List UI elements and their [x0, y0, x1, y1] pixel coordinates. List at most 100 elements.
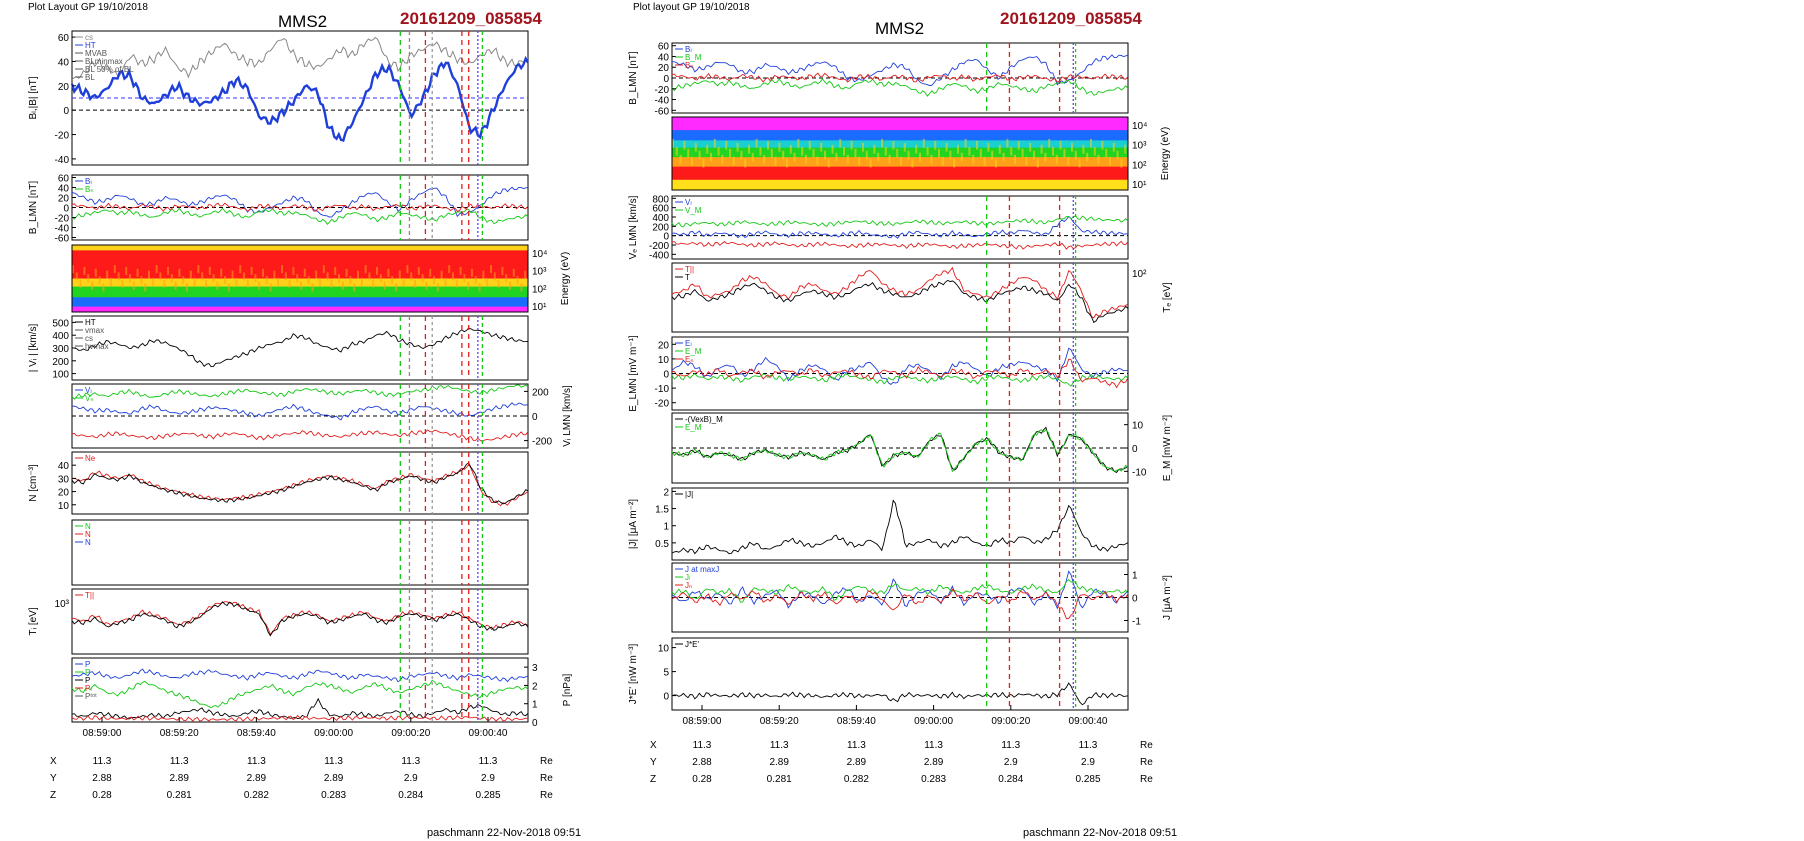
spectrogram-texture [360, 277, 363, 286]
spectrogram-texture [520, 283, 523, 292]
legend-label: Vₗ [85, 386, 92, 395]
legend-label: Vₗ [685, 198, 692, 207]
series-line-2 [71, 202, 529, 212]
spectrogram-texture [493, 272, 496, 281]
ytick-label: 200 [52, 357, 69, 368]
spectrogram-band [72, 306, 528, 313]
spectrogram-texture [1090, 138, 1092, 148]
ephemeris-value: 2.88 [692, 757, 712, 768]
spectrogram-texture [820, 142, 823, 152]
spectrogram-texture [273, 270, 276, 279]
spectrogram-texture [672, 138, 674, 148]
spectrogram-texture [995, 158, 997, 168]
spectrogram-texture [748, 144, 750, 154]
ytick-label: 0 [663, 370, 669, 381]
spectrogram-texture [300, 281, 302, 290]
spectrogram-texture [1120, 158, 1123, 168]
spectrogram-texture [281, 265, 283, 274]
spectrogram-texture [132, 281, 135, 290]
ytick-label: 20 [58, 82, 70, 93]
ephemeris-value: 0.284 [398, 790, 423, 801]
spectrogram-texture [1033, 150, 1035, 160]
ylabel: Energy (eV) [1160, 127, 1171, 180]
spectrogram-texture [463, 274, 466, 283]
spectrogram-texture [376, 266, 378, 275]
spectrogram-texture [801, 146, 804, 156]
ephemeris-value: 11.3 [401, 756, 420, 767]
spectrogram-texture [846, 154, 849, 164]
ytick-label: 800 [652, 194, 669, 205]
spectrogram-texture [1097, 154, 1100, 164]
ephemeris-value: 2.9 [1081, 757, 1095, 768]
spectrogram-texture [311, 283, 314, 292]
ytick-label: 30 [58, 474, 70, 485]
spectrogram-texture [509, 281, 511, 290]
ytick-label: -10 [655, 384, 670, 395]
spectrogram-texture [767, 140, 769, 150]
ytick-label: 0 [63, 106, 69, 117]
series-line-0 [71, 668, 529, 683]
ephemeris-row-label: Y [50, 773, 57, 784]
spectrogram-texture [197, 265, 200, 274]
spectrogram-texture [831, 144, 834, 154]
spectrogram-texture [694, 142, 697, 152]
spectrogram-texture [148, 270, 150, 279]
ephemeris-value: 2.89 [924, 757, 944, 768]
legend-label: vmax [85, 326, 104, 335]
spectrogram-texture [812, 148, 815, 158]
spectrogram-texture [497, 279, 500, 288]
spectrogram-texture [949, 150, 952, 160]
ytick-label: 400 [652, 213, 669, 224]
ephemeris-value: 2.89 [769, 757, 789, 768]
series-line-1 [671, 78, 1129, 97]
spectrogram-texture [296, 274, 299, 283]
spectrogram-texture [414, 279, 416, 288]
right-spacecraft-title: MMS2 [875, 19, 924, 38]
ytick-label: 0 [663, 74, 669, 85]
legend-label: hvmax [85, 342, 109, 351]
spectrogram-texture [816, 156, 819, 166]
ylabel: N [cm⁻³] [28, 464, 39, 502]
series-line-1 [71, 207, 529, 226]
spectrogram-texture [72, 265, 74, 274]
spectrogram-texture [243, 272, 245, 281]
spectrogram-texture [322, 265, 325, 274]
panel-frame [71, 588, 529, 655]
legend-label: |J| [685, 490, 693, 499]
ephemeris-value: 0.285 [475, 790, 500, 801]
spectrogram-band [72, 245, 528, 251]
spectrogram-texture [729, 148, 731, 158]
spectrogram-texture [258, 281, 261, 290]
panel-Ti: 10³ Tᵢ [eV] T|| [28, 588, 529, 655]
spectrogram-texture [501, 266, 504, 275]
spectrogram-texture [186, 283, 188, 292]
ephemeris-value: 0.281 [767, 774, 792, 785]
spectrogram-texture [212, 274, 215, 283]
ephemeris-value: 0.28 [692, 774, 712, 785]
spectrogram-texture [341, 281, 344, 290]
spectrogram-texture [486, 277, 489, 286]
spectrogram-texture [884, 146, 887, 156]
spectrogram-texture [675, 146, 678, 156]
ephemeris-value: 11.3 [847, 740, 866, 751]
ylabel: | Vᵢ | [km/s] [28, 324, 39, 373]
ytick-label: 10⁴ [532, 249, 547, 260]
spectrogram-texture [421, 274, 424, 283]
spectrogram-texture [121, 279, 124, 288]
spectrogram-texture [402, 277, 405, 286]
spectrogram-texture [98, 276, 101, 285]
ytick-label: -10 [1132, 467, 1147, 478]
spectrogram-texture [1082, 144, 1085, 154]
legend-label: Eₙ [685, 355, 694, 364]
spectrogram-band [672, 147, 1128, 158]
spectrogram-texture [911, 158, 914, 168]
spectrogram-texture [1112, 142, 1115, 152]
legend-label: B_M [685, 53, 702, 62]
spectrogram-texture [1105, 148, 1108, 158]
spectrogram-band [672, 140, 1128, 149]
series-line-0 [72, 463, 529, 507]
legend-label: HT [85, 41, 96, 50]
